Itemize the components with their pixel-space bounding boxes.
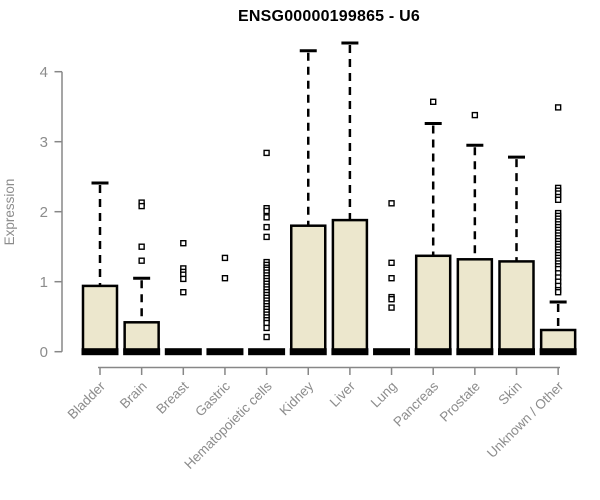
outlier-hematopoietic-cells-2	[263, 207, 270, 215]
y-tick-label-0: 0	[40, 344, 48, 361]
outlier-breast-5	[180, 289, 187, 296]
outlier-breast-0	[180, 239, 187, 247]
outlier-lung-5	[388, 304, 395, 311]
x-tick-label-liver: Liver	[327, 378, 359, 410]
box-prostate	[456, 258, 494, 353]
outlier-brain-1	[138, 202, 145, 210]
outlier-hematopoietic-cells-5	[263, 233, 270, 241]
outlier-lung-2	[388, 275, 395, 282]
outlier-lung-0	[388, 200, 395, 207]
x-tick-label-bladder: Bladder	[65, 378, 109, 422]
box-skin	[498, 260, 535, 353]
x-tick-label-kidney: Kidney	[277, 378, 317, 418]
outlier-unknown-other-32	[554, 289, 562, 296]
median-gastric	[206, 348, 244, 356]
outlier-brain-3	[138, 257, 145, 264]
y-axis-title: Expression	[2, 179, 17, 246]
median-breast	[164, 348, 202, 356]
median-skin	[498, 348, 535, 356]
outlier-hematopoietic-cells-29	[263, 324, 270, 332]
x-tick-label-breast: Breast	[153, 378, 191, 416]
outlier-pancreas-0	[430, 98, 437, 106]
box-brain	[123, 321, 160, 353]
x-tick-label-gastric: Gastric	[192, 378, 233, 419]
outlier-hematopoietic-cells-0	[263, 149, 270, 157]
outlier-unknown-other-0	[554, 104, 562, 111]
outlier-unknown-other-5	[554, 196, 562, 204]
median-unknown-other	[539, 348, 577, 356]
x-tick-label-pancreas: Pancreas	[390, 378, 441, 429]
box-bladder	[81, 284, 119, 353]
box-kidney	[290, 224, 327, 353]
median-bladder	[81, 348, 119, 356]
outlier-lung-4	[388, 296, 395, 303]
box-liver	[331, 218, 369, 353]
outlier-lung-1	[388, 259, 395, 266]
median-pancreas	[414, 348, 452, 356]
median-lung	[373, 348, 411, 356]
x-tick-label-skin: Skin	[495, 379, 524, 408]
chart-title: ENSG00000199865 - U6	[238, 8, 420, 25]
y-tick-label-3: 3	[40, 134, 48, 151]
median-hematopoietic-cells	[248, 348, 286, 356]
outlier-prostate-0	[471, 111, 479, 119]
median-kidney	[289, 348, 327, 356]
outlier-breast-4	[180, 275, 187, 283]
outlier-brain-2	[138, 243, 145, 250]
y-tick-label-1: 1	[40, 274, 48, 291]
outlier-gastric-1	[221, 275, 229, 282]
box-pancreas	[414, 254, 452, 353]
median-prostate	[456, 348, 494, 356]
outlier-hematopoietic-cells-3	[263, 214, 270, 221]
outlier-hematopoietic-cells-30	[263, 333, 270, 341]
y-tick-label-4: 4	[40, 64, 48, 81]
outlier-gastric-0	[221, 254, 229, 262]
y-tick-label-2: 2	[40, 204, 48, 221]
outlier-hematopoietic-cells-4	[263, 223, 270, 231]
x-tick-label-lung: Lung	[368, 379, 400, 411]
median-brain	[123, 348, 161, 356]
x-tick-label-brain: Brain	[117, 379, 150, 412]
median-liver	[331, 348, 369, 356]
x-tick-label-prostate: Prostate	[437, 379, 483, 425]
x-tick-label-unknown-other: Unknown / Other	[484, 378, 567, 461]
